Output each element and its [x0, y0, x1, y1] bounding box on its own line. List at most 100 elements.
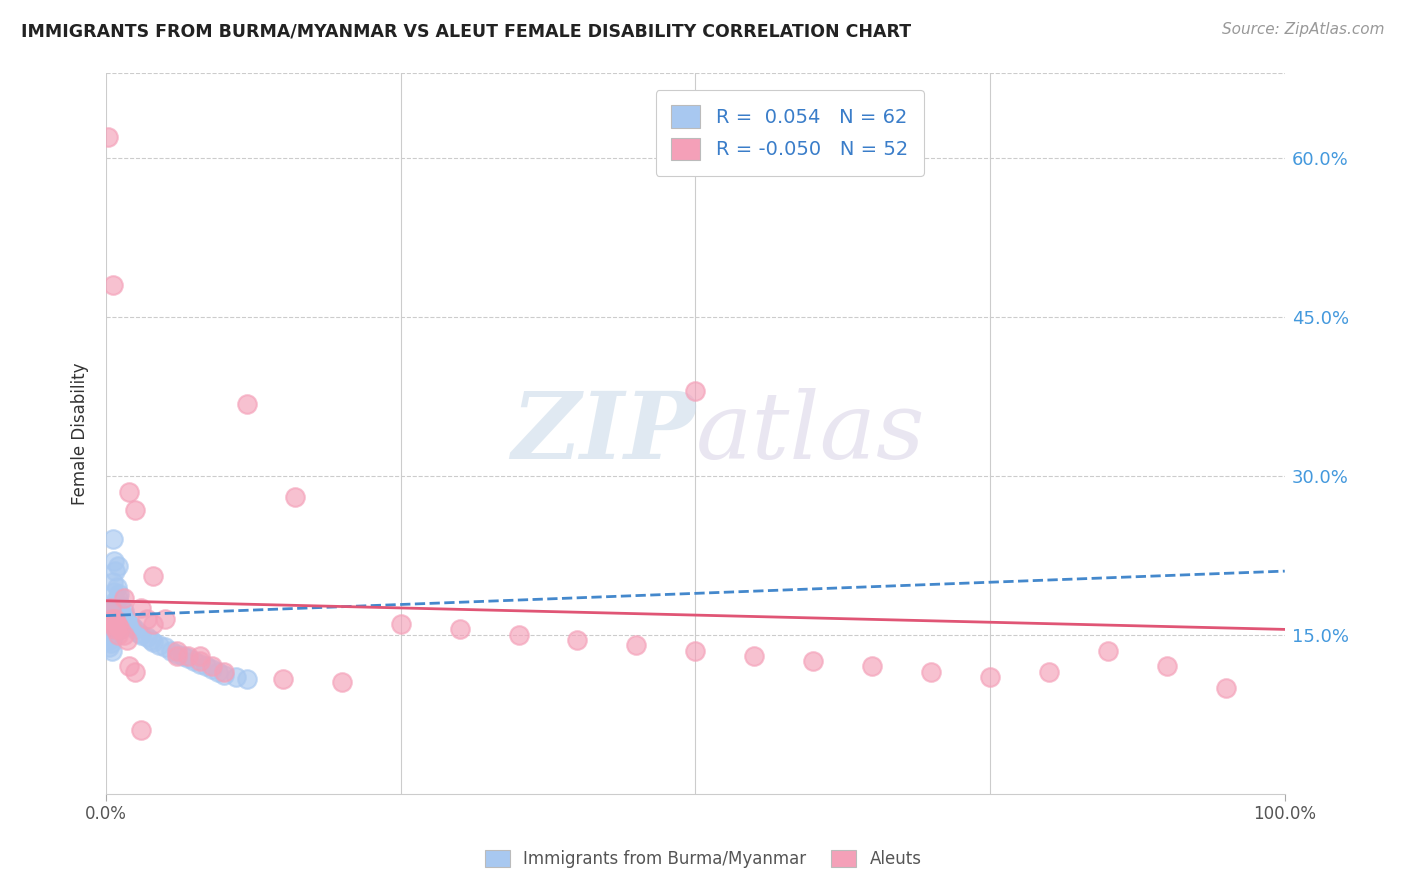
- Point: [283, 490, 305, 504]
- Point: [105, 617, 128, 632]
- Point: [159, 643, 181, 657]
- Point: [1097, 643, 1119, 657]
- Point: [142, 569, 165, 583]
- Point: [101, 574, 124, 589]
- Point: [100, 601, 122, 615]
- Point: [105, 580, 128, 594]
- Text: ZIP: ZIP: [510, 388, 696, 478]
- Point: [139, 632, 162, 647]
- Point: [108, 619, 131, 633]
- Point: [101, 615, 124, 629]
- Point: [195, 659, 218, 673]
- Point: [100, 623, 122, 637]
- Point: [98, 640, 121, 655]
- Point: [212, 668, 235, 682]
- Point: [188, 654, 211, 668]
- Point: [107, 591, 129, 605]
- Point: [107, 628, 129, 642]
- Point: [98, 632, 121, 647]
- Point: [153, 640, 176, 655]
- Point: [148, 638, 170, 652]
- Point: [685, 643, 707, 657]
- Point: [110, 607, 132, 621]
- Point: [111, 612, 134, 626]
- Point: [98, 617, 121, 632]
- Point: [108, 587, 131, 601]
- Point: [107, 615, 129, 629]
- Point: [449, 623, 471, 637]
- Point: [105, 607, 128, 621]
- Point: [103, 585, 125, 599]
- Point: [118, 659, 141, 673]
- Point: [103, 553, 125, 567]
- Point: [112, 604, 135, 618]
- Legend: Immigrants from Burma/Myanmar, Aleuts: Immigrants from Burma/Myanmar, Aleuts: [478, 843, 928, 875]
- Point: [100, 608, 122, 623]
- Point: [104, 623, 127, 637]
- Point: [104, 612, 127, 626]
- Point: [920, 665, 942, 679]
- Point: [1038, 665, 1060, 679]
- Point: [101, 630, 124, 644]
- Point: [979, 670, 1001, 684]
- Point: [801, 654, 824, 668]
- Point: [129, 601, 152, 615]
- Point: [128, 625, 150, 640]
- Point: [129, 628, 152, 642]
- Point: [236, 397, 259, 411]
- Point: [124, 665, 146, 679]
- Point: [124, 623, 146, 637]
- Point: [115, 612, 138, 626]
- Point: [183, 654, 205, 668]
- Point: [136, 630, 159, 644]
- Point: [142, 617, 165, 632]
- Point: [201, 662, 224, 676]
- Point: [118, 484, 141, 499]
- Point: [101, 277, 124, 292]
- Point: [100, 636, 122, 650]
- Point: [177, 651, 200, 665]
- Point: [236, 672, 259, 686]
- Point: [118, 617, 141, 632]
- Point: [207, 665, 229, 679]
- Point: [166, 647, 188, 661]
- Point: [166, 648, 188, 663]
- Point: [101, 630, 124, 644]
- Point: [97, 129, 120, 144]
- Point: [112, 628, 135, 642]
- Text: Source: ZipAtlas.com: Source: ZipAtlas.com: [1222, 22, 1385, 37]
- Text: IMMIGRANTS FROM BURMA/MYANMAR VS ALEUT FEMALE DISABILITY CORRELATION CHART: IMMIGRANTS FROM BURMA/MYANMAR VS ALEUT F…: [21, 22, 911, 40]
- Point: [101, 612, 124, 626]
- Point: [212, 665, 235, 679]
- Point: [107, 558, 129, 573]
- Point: [104, 564, 127, 578]
- Point: [101, 601, 124, 615]
- Point: [97, 628, 120, 642]
- Point: [101, 601, 124, 615]
- Point: [742, 648, 765, 663]
- Point: [142, 635, 165, 649]
- Point: [108, 623, 131, 637]
- Point: [97, 612, 120, 626]
- Y-axis label: Female Disability: Female Disability: [72, 362, 89, 505]
- Point: [153, 612, 176, 626]
- Point: [188, 648, 211, 663]
- Point: [1215, 681, 1237, 695]
- Point: [330, 675, 353, 690]
- Point: [107, 619, 129, 633]
- Point: [114, 608, 136, 623]
- Point: [136, 612, 159, 626]
- Point: [860, 659, 883, 673]
- Text: atlas: atlas: [696, 388, 925, 478]
- Point: [271, 672, 294, 686]
- Point: [124, 502, 146, 516]
- Point: [389, 617, 412, 632]
- Point: [225, 670, 247, 684]
- Point: [103, 608, 125, 623]
- Legend: R =  0.054   N = 62, R = -0.050   N = 52: R = 0.054 N = 62, R = -0.050 N = 52: [655, 90, 924, 176]
- Point: [626, 638, 648, 652]
- Point: [101, 643, 124, 657]
- Point: [115, 615, 138, 629]
- Point: [112, 591, 135, 605]
- Point: [104, 612, 127, 626]
